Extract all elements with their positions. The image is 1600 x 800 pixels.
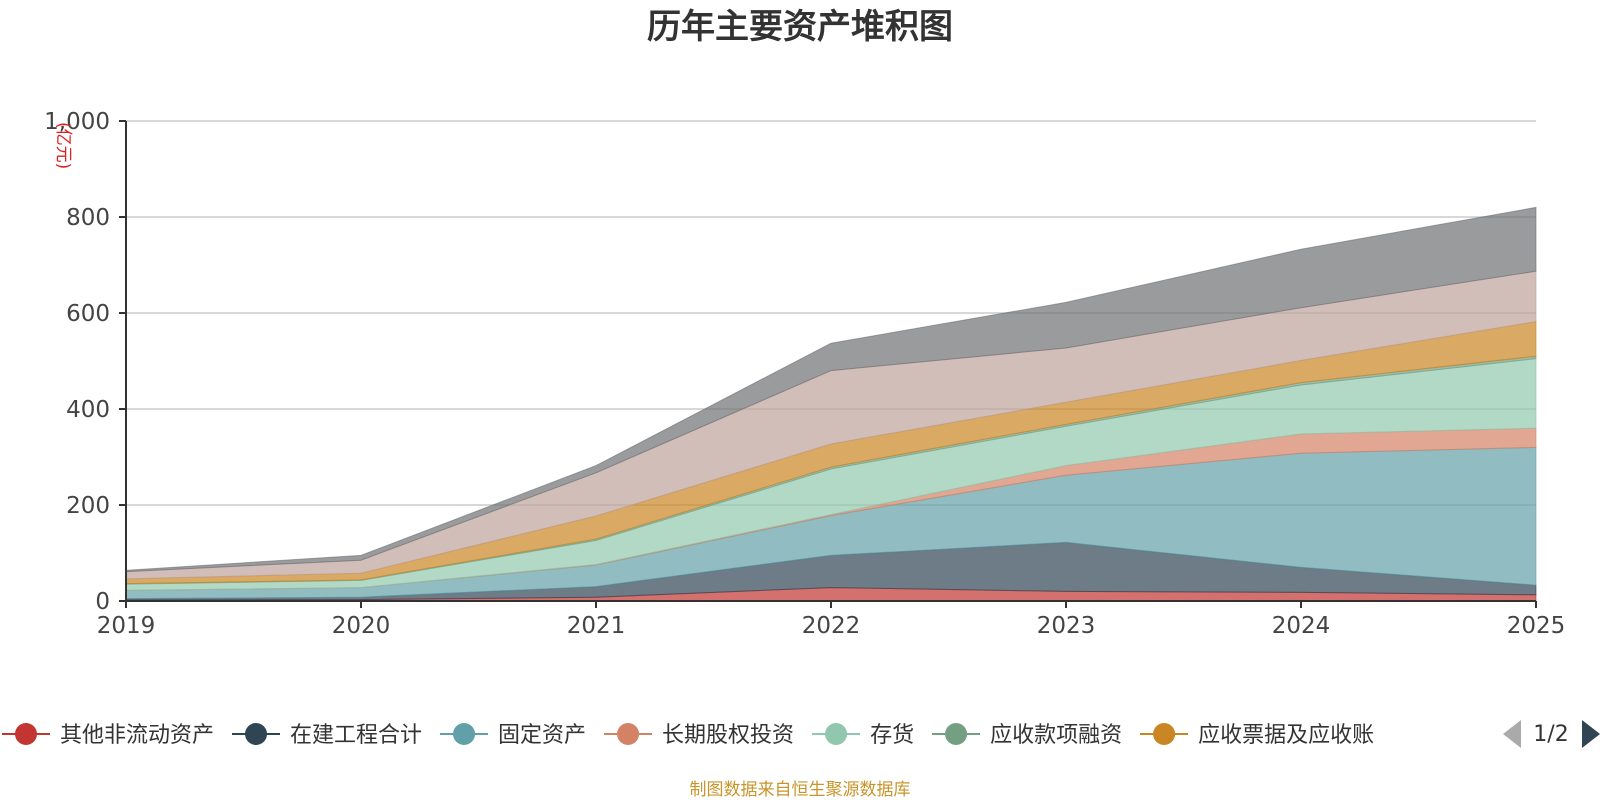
x-tick-label: 2022 [802,613,861,639]
legend-item[interactable]: 固定资产 [440,723,586,748]
y-tick-label: 0 [95,589,110,615]
legend-item[interactable]: 长期股权投资 [604,723,794,748]
y-tick-label: 800 [66,205,110,231]
legend-marker-icon [825,723,848,745]
area-layers: 其他非流动资产在建工程合计固定资产长期股权投资存货应收款项融资应收票据及应收账货… [125,206,1537,602]
legend-label: 固定资产 [498,723,586,748]
legend: 其他非流动资产 在建工程合计 固定资产 长期股权投资 存货 应收款项融资 应收票据及应收账 [2,723,1374,748]
triangle-right-icon[interactable] [1582,720,1600,748]
y-tick-label: 1,000 [44,109,110,135]
x-tick-label: 2025 [1507,613,1566,639]
legend-item[interactable]: 应收票据及应收账 [1140,723,1374,748]
legend-marker-icon [617,723,640,745]
legend-pager: 1/2 [1503,720,1600,748]
y-tick-label: 600 [66,301,110,327]
legend-item[interactable]: 在建工程合计 [232,723,422,748]
area-series: 其他 [125,206,1537,573]
chart-title: 历年主要资产堆积图 [647,7,953,47]
legend-item[interactable]: 其他非流动资产 [2,723,214,748]
legend-item[interactable]: 应收款项融资 [932,723,1122,748]
legend-page-indicator: 1/2 [1533,722,1568,747]
legend-label: 应收票据及应收账 [1198,723,1374,748]
x-tick-label: 2024 [1272,613,1331,639]
y-tick-labels: 0 200 400 600 800 1,000 [44,109,126,615]
legend-label: 其他非流动资产 [60,723,214,748]
legend-item[interactable]: 存货 [812,723,914,748]
x-tick-label: 2023 [1037,613,1096,639]
x-tick-label: 2021 [567,613,626,639]
legend-marker-icon [453,723,476,745]
legend-label: 长期股权投资 [662,723,794,748]
triangle-left-icon[interactable] [1503,720,1521,748]
legend-label: 存货 [870,723,914,748]
source-note: 制图数据来自恒生聚源数据库 [690,780,911,800]
y-tick-label: 400 [66,397,110,423]
legend-marker-icon [15,723,37,745]
x-tick-label: 2019 [97,613,156,639]
legend-marker-icon [945,723,968,745]
legend-marker-icon [1153,723,1176,745]
y-axis-unit-label: (亿元) [53,122,73,169]
x-tick-labels: 2019 2020 2021 2022 2023 2024 2025 [97,601,1566,639]
legend-label: 应收款项融资 [990,723,1122,748]
legend-label: 在建工程合计 [290,723,422,748]
legend-marker-icon [245,723,268,745]
x-tick-label: 2020 [332,613,391,639]
y-tick-label: 200 [66,493,110,519]
